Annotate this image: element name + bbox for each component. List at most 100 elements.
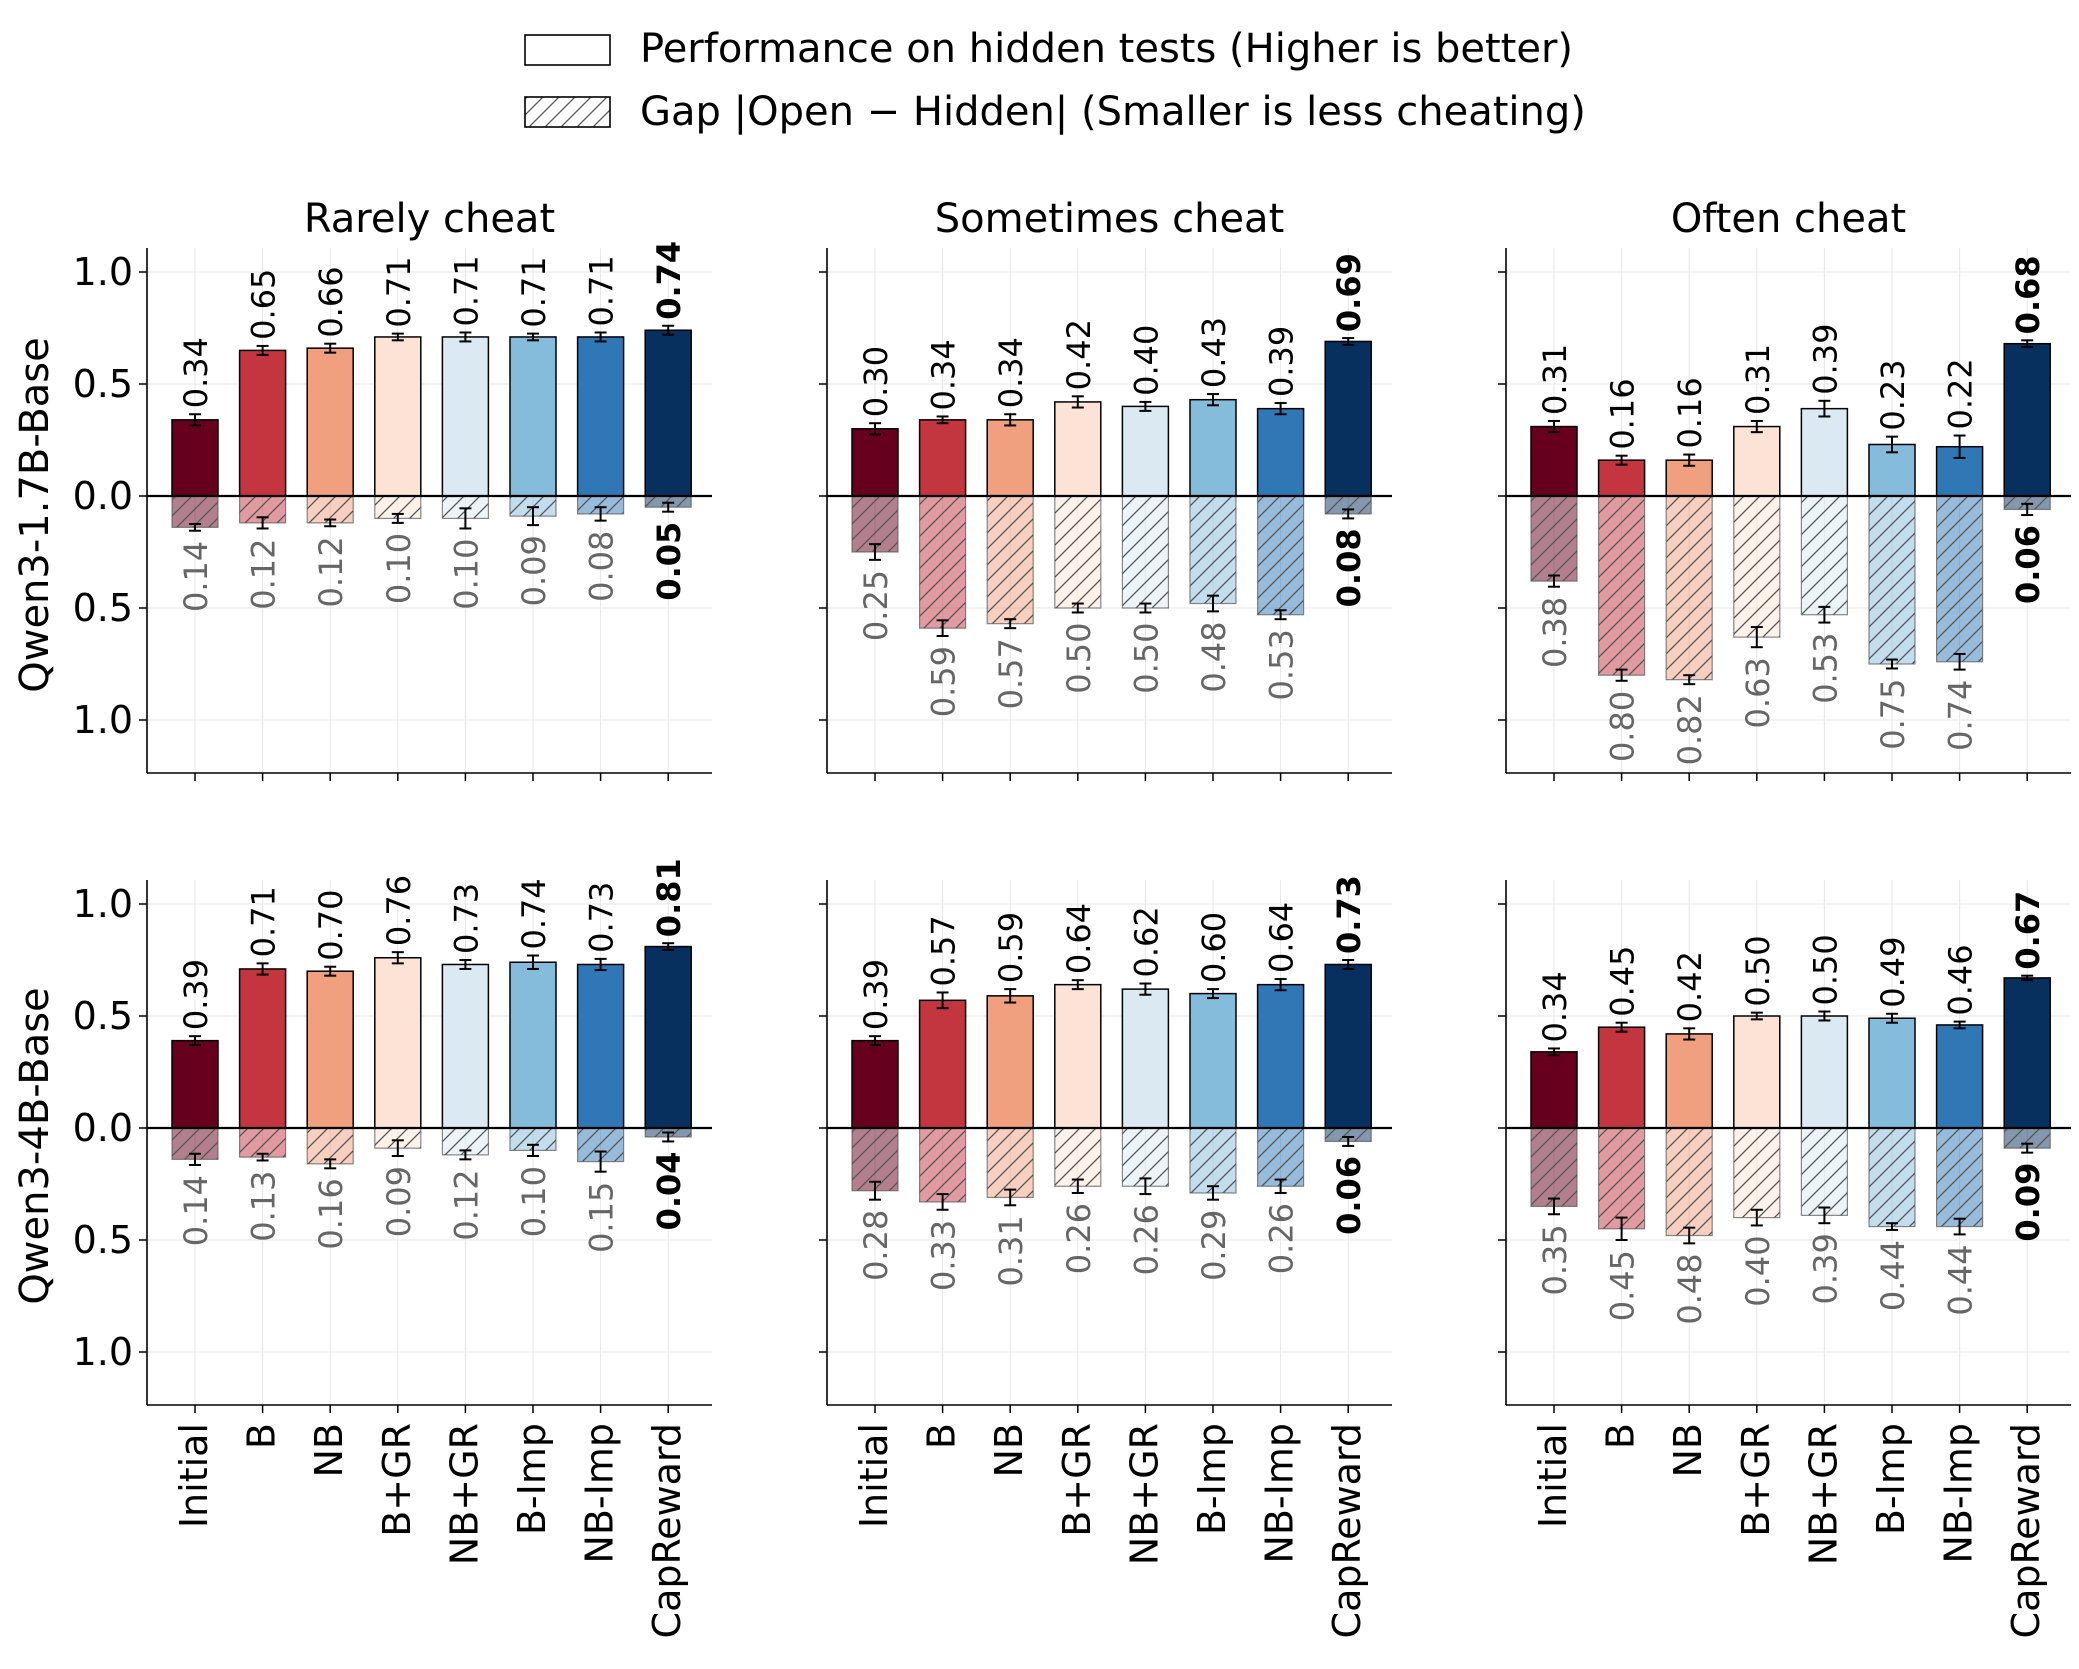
data-label-gap: 0.25 xyxy=(857,570,895,641)
data-label-gap: 0.50 xyxy=(1127,622,1165,693)
data-label-gap: 0.14 xyxy=(177,1175,215,1246)
data-label-gap: 0.80 xyxy=(1604,691,1642,762)
bar-performance xyxy=(1256,407,1305,497)
bar-performance xyxy=(576,336,625,497)
y-tick-label: 0.5 xyxy=(73,586,133,630)
data-label-gap: 0.16 xyxy=(312,1178,350,1249)
data-label-gap: 0.26 xyxy=(1263,1203,1301,1274)
bar-gap-hatch xyxy=(1665,495,1713,681)
bar-performance xyxy=(1189,398,1237,497)
data-label-gap: 0.57 xyxy=(992,638,1030,709)
bar-performance xyxy=(1324,963,1372,1129)
bar-performance xyxy=(1800,407,1849,497)
data-label-gap: 0.10 xyxy=(447,538,485,609)
data-label-performance: 0.62 xyxy=(1127,906,1165,977)
bar-gap-hatch xyxy=(1121,1127,1170,1187)
y-tick-label: 1.0 xyxy=(73,1330,133,1374)
y-tick-label: 0.5 xyxy=(73,994,133,1038)
bar-performance xyxy=(1733,1015,1781,1129)
bar-performance xyxy=(1868,1017,1916,1129)
data-label-gap: 0.48 xyxy=(1671,1253,1709,1324)
legend-label-performance: Performance on hidden tests (Higher is b… xyxy=(640,26,1573,72)
bar-performance xyxy=(1935,1024,1984,1129)
bar-gap-hatch xyxy=(1665,1127,1713,1237)
bar-gap-hatch xyxy=(1530,1127,1578,1208)
x-tick-label: NB xyxy=(307,1423,351,1478)
bar-gap-hatch xyxy=(1189,495,1237,605)
bar-gap-hatch xyxy=(1935,495,1984,663)
data-label-gap: 0.48 xyxy=(1195,621,1233,692)
x-tick-label: NB-Imp xyxy=(1937,1423,1981,1564)
bar-performance xyxy=(576,963,625,1129)
x-tick-label: CapReward xyxy=(1325,1423,1369,1638)
data-label-performance: 0.60 xyxy=(1195,912,1233,983)
x-tick-label: Initial xyxy=(852,1423,896,1528)
data-label-gap: 0.53 xyxy=(1806,633,1844,704)
data-label-performance: 0.65 xyxy=(245,269,283,340)
bar-gap-hatch xyxy=(1054,495,1102,609)
panel-title: Rarely cheat xyxy=(304,196,555,242)
x-tick-label: CapReward xyxy=(645,1423,689,1638)
data-label-performance: 0.16 xyxy=(1604,378,1642,449)
data-label-gap: 0.75 xyxy=(1874,678,1912,749)
bar-performance xyxy=(1530,1051,1578,1129)
data-label-performance: 0.49 xyxy=(1874,937,1912,1008)
panel-often-cheat-4b: 0.34 0.35 Initial 0.45 0.45 B 0.42 0.48 NB 0.50 0.… xyxy=(1498,880,2071,1638)
data-label-gap: 0.08 xyxy=(583,531,621,602)
bar-gap-hatch xyxy=(1868,495,1916,665)
data-label-performance: 0.34 xyxy=(177,337,215,408)
x-tick-label: CapReward xyxy=(2004,1423,2048,1638)
panel-sometimes-cheat-4b: 0.39 0.28 Initial 0.57 0.33 B 0.59 0.31 NB 0.64 0.… xyxy=(819,875,1392,1638)
bar-gap-hatch xyxy=(306,495,354,524)
bar-performance xyxy=(851,1039,899,1129)
bar-performance xyxy=(2003,977,2051,1129)
bar-performance xyxy=(374,336,422,497)
bar-gap-hatch xyxy=(1121,495,1170,609)
x-tick-label: B+GR xyxy=(1734,1423,1778,1537)
bar-performance xyxy=(441,963,490,1129)
data-label-gap: 0.31 xyxy=(992,1215,1030,1286)
data-label-performance: 0.71 xyxy=(515,256,553,327)
x-tick-label: NB-Imp xyxy=(1258,1423,1302,1564)
data-label-performance: 0.69 xyxy=(1330,253,1368,332)
y-tick-label: 0.5 xyxy=(73,1218,133,1262)
data-label-gap: 0.06 xyxy=(2009,525,2047,604)
bar-performance xyxy=(986,419,1034,497)
bar-gap-hatch xyxy=(1256,1127,1305,1187)
bar-gap-hatch xyxy=(918,1127,967,1203)
bar-performance xyxy=(1189,992,1237,1129)
data-label-gap: 0.44 xyxy=(1874,1240,1912,1311)
data-label-performance: 0.57 xyxy=(925,915,963,986)
legend: Performance on hidden tests (Higher is b… xyxy=(524,26,1586,135)
x-tick-label: NB xyxy=(1666,1423,1710,1478)
data-label-performance: 0.71 xyxy=(380,256,418,327)
data-label-gap: 0.39 xyxy=(1806,1233,1844,1304)
data-label-performance: 0.39 xyxy=(857,959,895,1030)
data-label-gap: 0.10 xyxy=(515,1166,553,1237)
data-label-performance: 0.30 xyxy=(857,346,895,417)
row-label-bottom: Qwen3-4B-Base xyxy=(12,987,58,1304)
panel-title: Sometimes cheat xyxy=(935,196,1285,242)
x-tick-label: NB-Imp xyxy=(578,1423,622,1564)
bar-performance xyxy=(306,347,354,497)
bar-performance xyxy=(1121,988,1170,1129)
data-label-gap: 0.45 xyxy=(1604,1250,1642,1321)
data-label-performance: 0.46 xyxy=(1942,944,1980,1015)
bar-performance xyxy=(374,957,422,1129)
bar-gap-hatch xyxy=(986,1127,1034,1199)
bar-performance xyxy=(918,999,967,1129)
data-label-gap: 0.05 xyxy=(650,522,688,601)
data-label-performance: 0.22 xyxy=(1942,358,1980,429)
data-label-gap: 0.53 xyxy=(1263,629,1301,700)
data-label-performance: 0.73 xyxy=(583,882,621,953)
x-tick-label: NB+GR xyxy=(1122,1423,1166,1565)
bar-performance xyxy=(306,970,354,1129)
panel-sometimes-cheat-1.7b: Sometimes cheat 0.30 0.25 0.34 0.59 0.34 0.57 0… xyxy=(819,196,1392,781)
bar-performance xyxy=(1733,425,1781,497)
bar-gap-hatch xyxy=(1733,495,1781,638)
bar-performance xyxy=(1256,983,1305,1129)
bar-performance xyxy=(1597,1026,1646,1129)
data-label-performance: 0.42 xyxy=(1671,951,1709,1022)
x-tick-label: B xyxy=(920,1423,964,1449)
